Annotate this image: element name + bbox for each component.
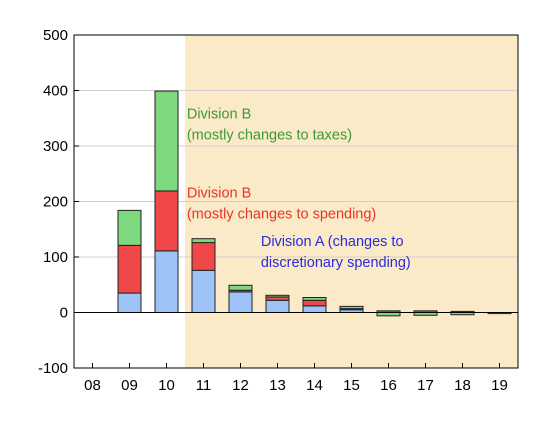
y-tick-label: 100 — [43, 249, 68, 266]
x-tick-label: 16 — [380, 377, 397, 394]
y-tick-label: 500 — [43, 27, 68, 44]
x-tick-label: 12 — [232, 377, 249, 394]
annotation-text: Division B — [187, 106, 251, 122]
x-tick-label: 14 — [306, 377, 323, 394]
annotation-text: Division B — [187, 186, 251, 202]
x-tick-label: 13 — [269, 377, 286, 394]
x-tick-label: 10 — [158, 377, 175, 394]
bar-segment — [191, 238, 216, 244]
bar-segment — [117, 292, 142, 314]
x-tick-label: 15 — [343, 377, 360, 394]
y-tick-label: -100 — [38, 360, 68, 377]
x-tick-label: 09 — [121, 377, 138, 394]
annotation-text: discretionary spending) — [261, 255, 411, 271]
bar-segment — [154, 190, 179, 252]
annotation-text: Division A (changes to — [261, 234, 404, 250]
y-tick-label: 400 — [43, 83, 68, 100]
bar-segment — [117, 209, 142, 246]
bar-segment — [302, 305, 327, 313]
x-tick-label: 08 — [84, 377, 101, 394]
bar-segment — [228, 291, 253, 313]
bar-segment — [339, 305, 364, 310]
y-tick-label: 200 — [43, 194, 68, 211]
x-tick-label: 17 — [417, 377, 434, 394]
bar-segment — [117, 244, 142, 294]
bar-segment — [228, 284, 253, 291]
annotation-text: (mostly changes to spending) — [187, 207, 376, 223]
bar-segment — [265, 299, 290, 314]
annotation-text: (mostly changes to taxes) — [187, 127, 352, 143]
bar-segment — [302, 297, 327, 301]
y-tick-label: 0 — [60, 305, 68, 322]
y-tick-label: 300 — [43, 138, 68, 155]
bar-segment — [191, 242, 216, 271]
x-tick-label: 11 — [196, 377, 212, 394]
bar-segment — [154, 250, 179, 314]
bar-segment — [302, 299, 327, 307]
x-tick-label: 18 — [454, 377, 471, 394]
bar-segment — [191, 269, 216, 314]
bar-segment — [265, 294, 290, 298]
x-tick-label: 19 — [491, 377, 508, 394]
bar-segment — [154, 90, 179, 192]
